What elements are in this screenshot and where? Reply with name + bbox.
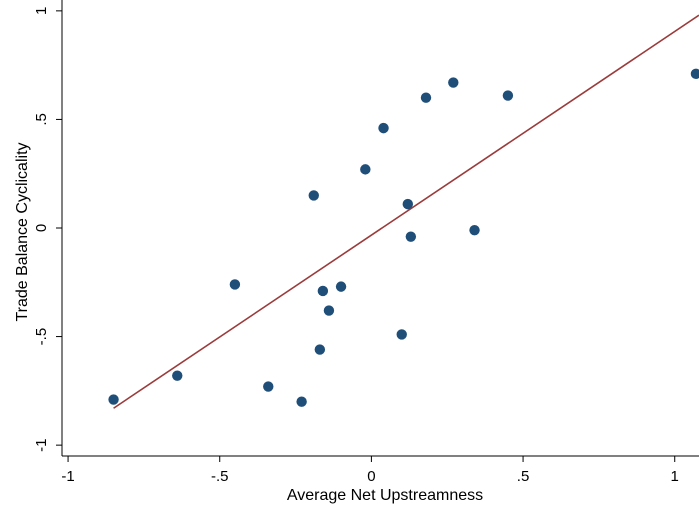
data-point <box>469 224 480 236</box>
data-point <box>314 344 326 355</box>
x-ticks: -1 -.5 0 .5 1 <box>61 456 679 485</box>
y-tick-label: 1 <box>33 7 50 15</box>
data-point <box>323 305 335 316</box>
x-tick-label: .5 <box>517 468 530 485</box>
axes <box>61 0 699 457</box>
x-tick-label: 1 <box>671 468 679 485</box>
y-axis-title: Trade Balance Cyclicality <box>14 142 31 321</box>
data-point <box>360 164 371 175</box>
data-point <box>317 285 329 297</box>
data-point <box>402 198 413 210</box>
x-tick-label: -.5 <box>211 468 229 485</box>
data-point <box>263 381 274 392</box>
data-point <box>172 370 183 381</box>
fit-line <box>113 14 699 409</box>
data-point <box>502 90 514 101</box>
data-point <box>396 329 407 340</box>
data-point <box>420 92 432 103</box>
data-point <box>690 68 699 80</box>
y-ticks: -1 -.5 0 .5 1 <box>33 7 62 452</box>
fit-line-group <box>113 14 699 409</box>
y-tick-label: .5 <box>33 113 50 126</box>
data-point <box>378 122 389 134</box>
data-point <box>229 279 241 290</box>
data-point <box>108 394 119 405</box>
data-point <box>335 281 347 292</box>
data-points <box>108 68 699 407</box>
data-point <box>448 77 459 88</box>
x-axis-title: Average Net Upstreamness <box>287 487 483 504</box>
data-point <box>308 190 319 201</box>
y-tick-label: 0 <box>33 224 50 232</box>
data-point <box>405 231 417 242</box>
x-tick-label: 0 <box>367 468 375 485</box>
data-point <box>296 396 307 407</box>
y-tick-label: -1 <box>33 438 50 451</box>
x-tick-label: -1 <box>61 468 74 485</box>
y-tick-label: -.5 <box>33 328 50 346</box>
